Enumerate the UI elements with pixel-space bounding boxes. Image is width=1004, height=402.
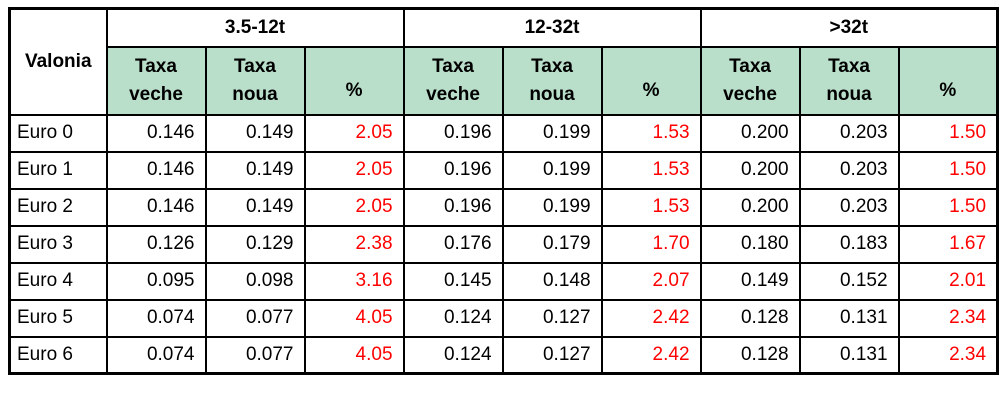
cell-taxa-noua: 0.127 [501,335,603,375]
row-label: Euro 5 [8,298,108,338]
cell-taxa-noua: 0.183 [798,224,900,264]
tax-rate-table: Valonia 3.5-12t 12-32t >32t Taxa veche T… [8,7,1000,375]
cell-percent: 1.53 [600,150,702,190]
cell-taxa-veche: 0.176 [402,224,504,264]
cell-percent: 4.05 [303,298,405,338]
cell-percent: 1.67 [897,224,999,264]
row-label: Euro 4 [8,261,108,301]
cell-taxa-veche: 0.200 [699,187,801,227]
cell-taxa-noua: 0.131 [798,335,900,375]
cell-taxa-veche: 0.146 [105,187,207,227]
cell-taxa-noua: 0.199 [501,187,603,227]
cell-taxa-noua: 0.129 [204,224,306,264]
cell-percent: 2.05 [303,187,405,227]
cell-taxa-noua: 0.149 [204,187,306,227]
cell-taxa-noua: 0.152 [798,261,900,301]
cell-taxa-veche: 0.196 [402,113,504,153]
cell-taxa-noua: 0.203 [798,187,900,227]
cell-taxa-veche: 0.124 [402,298,504,338]
cell-percent: 2.42 [600,335,702,375]
cell-percent: 1.50 [897,113,999,153]
column-header-percent: % [303,45,405,116]
cell-percent: 1.70 [600,224,702,264]
cell-taxa-noua: 0.149 [204,113,306,153]
cell-taxa-veche: 0.200 [699,113,801,153]
row-label: Euro 6 [8,335,108,375]
cell-percent: 4.05 [303,335,405,375]
cell-percent: 1.50 [897,150,999,190]
cell-taxa-noua: 0.203 [798,113,900,153]
cell-percent: 1.53 [600,113,702,153]
cell-taxa-veche: 0.180 [699,224,801,264]
column-header-taxa-noua: Taxa noua [798,45,900,116]
cell-percent: 2.34 [897,298,999,338]
cell-percent: 2.05 [303,150,405,190]
table-row-euro-3: Euro 3 0.126 0.129 2.38 0.176 0.179 1.70… [8,224,999,264]
cell-percent: 2.38 [303,224,405,264]
weight-class-header-over-32t: >32t [699,7,999,48]
column-header-percent: % [897,45,999,116]
cell-taxa-noua: 0.098 [204,261,306,301]
column-header-percent: % [600,45,702,116]
cell-percent: 2.05 [303,113,405,153]
weight-class-header-3-5-12t: 3.5-12t [105,7,405,48]
cell-taxa-veche: 0.146 [105,113,207,153]
cell-taxa-noua: 0.131 [798,298,900,338]
cell-percent: 1.53 [600,187,702,227]
cell-percent: 1.50 [897,187,999,227]
cell-taxa-veche: 0.128 [699,335,801,375]
column-header-taxa-veche: Taxa veche [105,45,207,116]
table-row-euro-6: Euro 6 0.074 0.077 4.05 0.124 0.127 2.42… [8,335,999,375]
group-header-row: Valonia 3.5-12t 12-32t >32t [8,7,999,116]
table-row-euro-5: Euro 5 0.074 0.077 4.05 0.124 0.127 2.42… [8,298,999,338]
cell-taxa-noua: 0.148 [501,261,603,301]
cell-taxa-veche: 0.196 [402,150,504,190]
cell-percent: 2.07 [600,261,702,301]
weight-class-header-12-32t: 12-32t [402,7,702,48]
cell-taxa-noua: 0.077 [204,335,306,375]
row-label: Euro 2 [8,187,108,227]
column-header-taxa-noua: Taxa noua [204,45,306,116]
cell-taxa-veche: 0.074 [105,335,207,375]
corner-header-valonia: Valonia [8,7,108,116]
column-header-taxa-noua: Taxa noua [501,45,603,116]
column-header-taxa-veche: Taxa veche [699,45,801,116]
row-label: Euro 0 [8,113,108,153]
cell-taxa-veche: 0.146 [105,150,207,190]
cell-taxa-veche: 0.095 [105,261,207,301]
cell-taxa-noua: 0.199 [501,113,603,153]
cell-taxa-noua: 0.127 [501,298,603,338]
cell-percent: 2.42 [600,298,702,338]
column-header-taxa-veche: Taxa veche [402,45,504,116]
table-row-euro-0: Euro 0 0.146 0.149 2.05 0.196 0.199 1.53… [8,113,999,153]
sub-header-row: Taxa veche Taxa noua % Taxa veche Taxa n… [10,45,999,116]
row-label: Euro 1 [8,150,108,190]
table-row-euro-4: Euro 4 0.095 0.098 3.16 0.145 0.148 2.07… [8,261,999,301]
cell-taxa-veche: 0.145 [402,261,504,301]
cell-taxa-noua: 0.179 [501,224,603,264]
row-label: Euro 3 [8,224,108,264]
cell-taxa-veche: 0.200 [699,150,801,190]
cell-taxa-veche: 0.124 [402,335,504,375]
cell-percent: 2.34 [897,335,999,375]
table-row-euro-2: Euro 2 0.146 0.149 2.05 0.196 0.199 1.53… [8,187,999,227]
cell-taxa-veche: 0.149 [699,261,801,301]
cell-percent: 3.16 [303,261,405,301]
cell-taxa-noua: 0.077 [204,298,306,338]
cell-taxa-veche: 0.128 [699,298,801,338]
cell-percent: 2.01 [897,261,999,301]
cell-taxa-noua: 0.149 [204,150,306,190]
table-row-euro-1: Euro 1 0.146 0.149 2.05 0.196 0.199 1.53… [8,150,999,190]
cell-taxa-noua: 0.203 [798,150,900,190]
cell-taxa-veche: 0.196 [402,187,504,227]
cell-taxa-veche: 0.126 [105,224,207,264]
cell-taxa-noua: 0.199 [501,150,603,190]
cell-taxa-veche: 0.074 [105,298,207,338]
